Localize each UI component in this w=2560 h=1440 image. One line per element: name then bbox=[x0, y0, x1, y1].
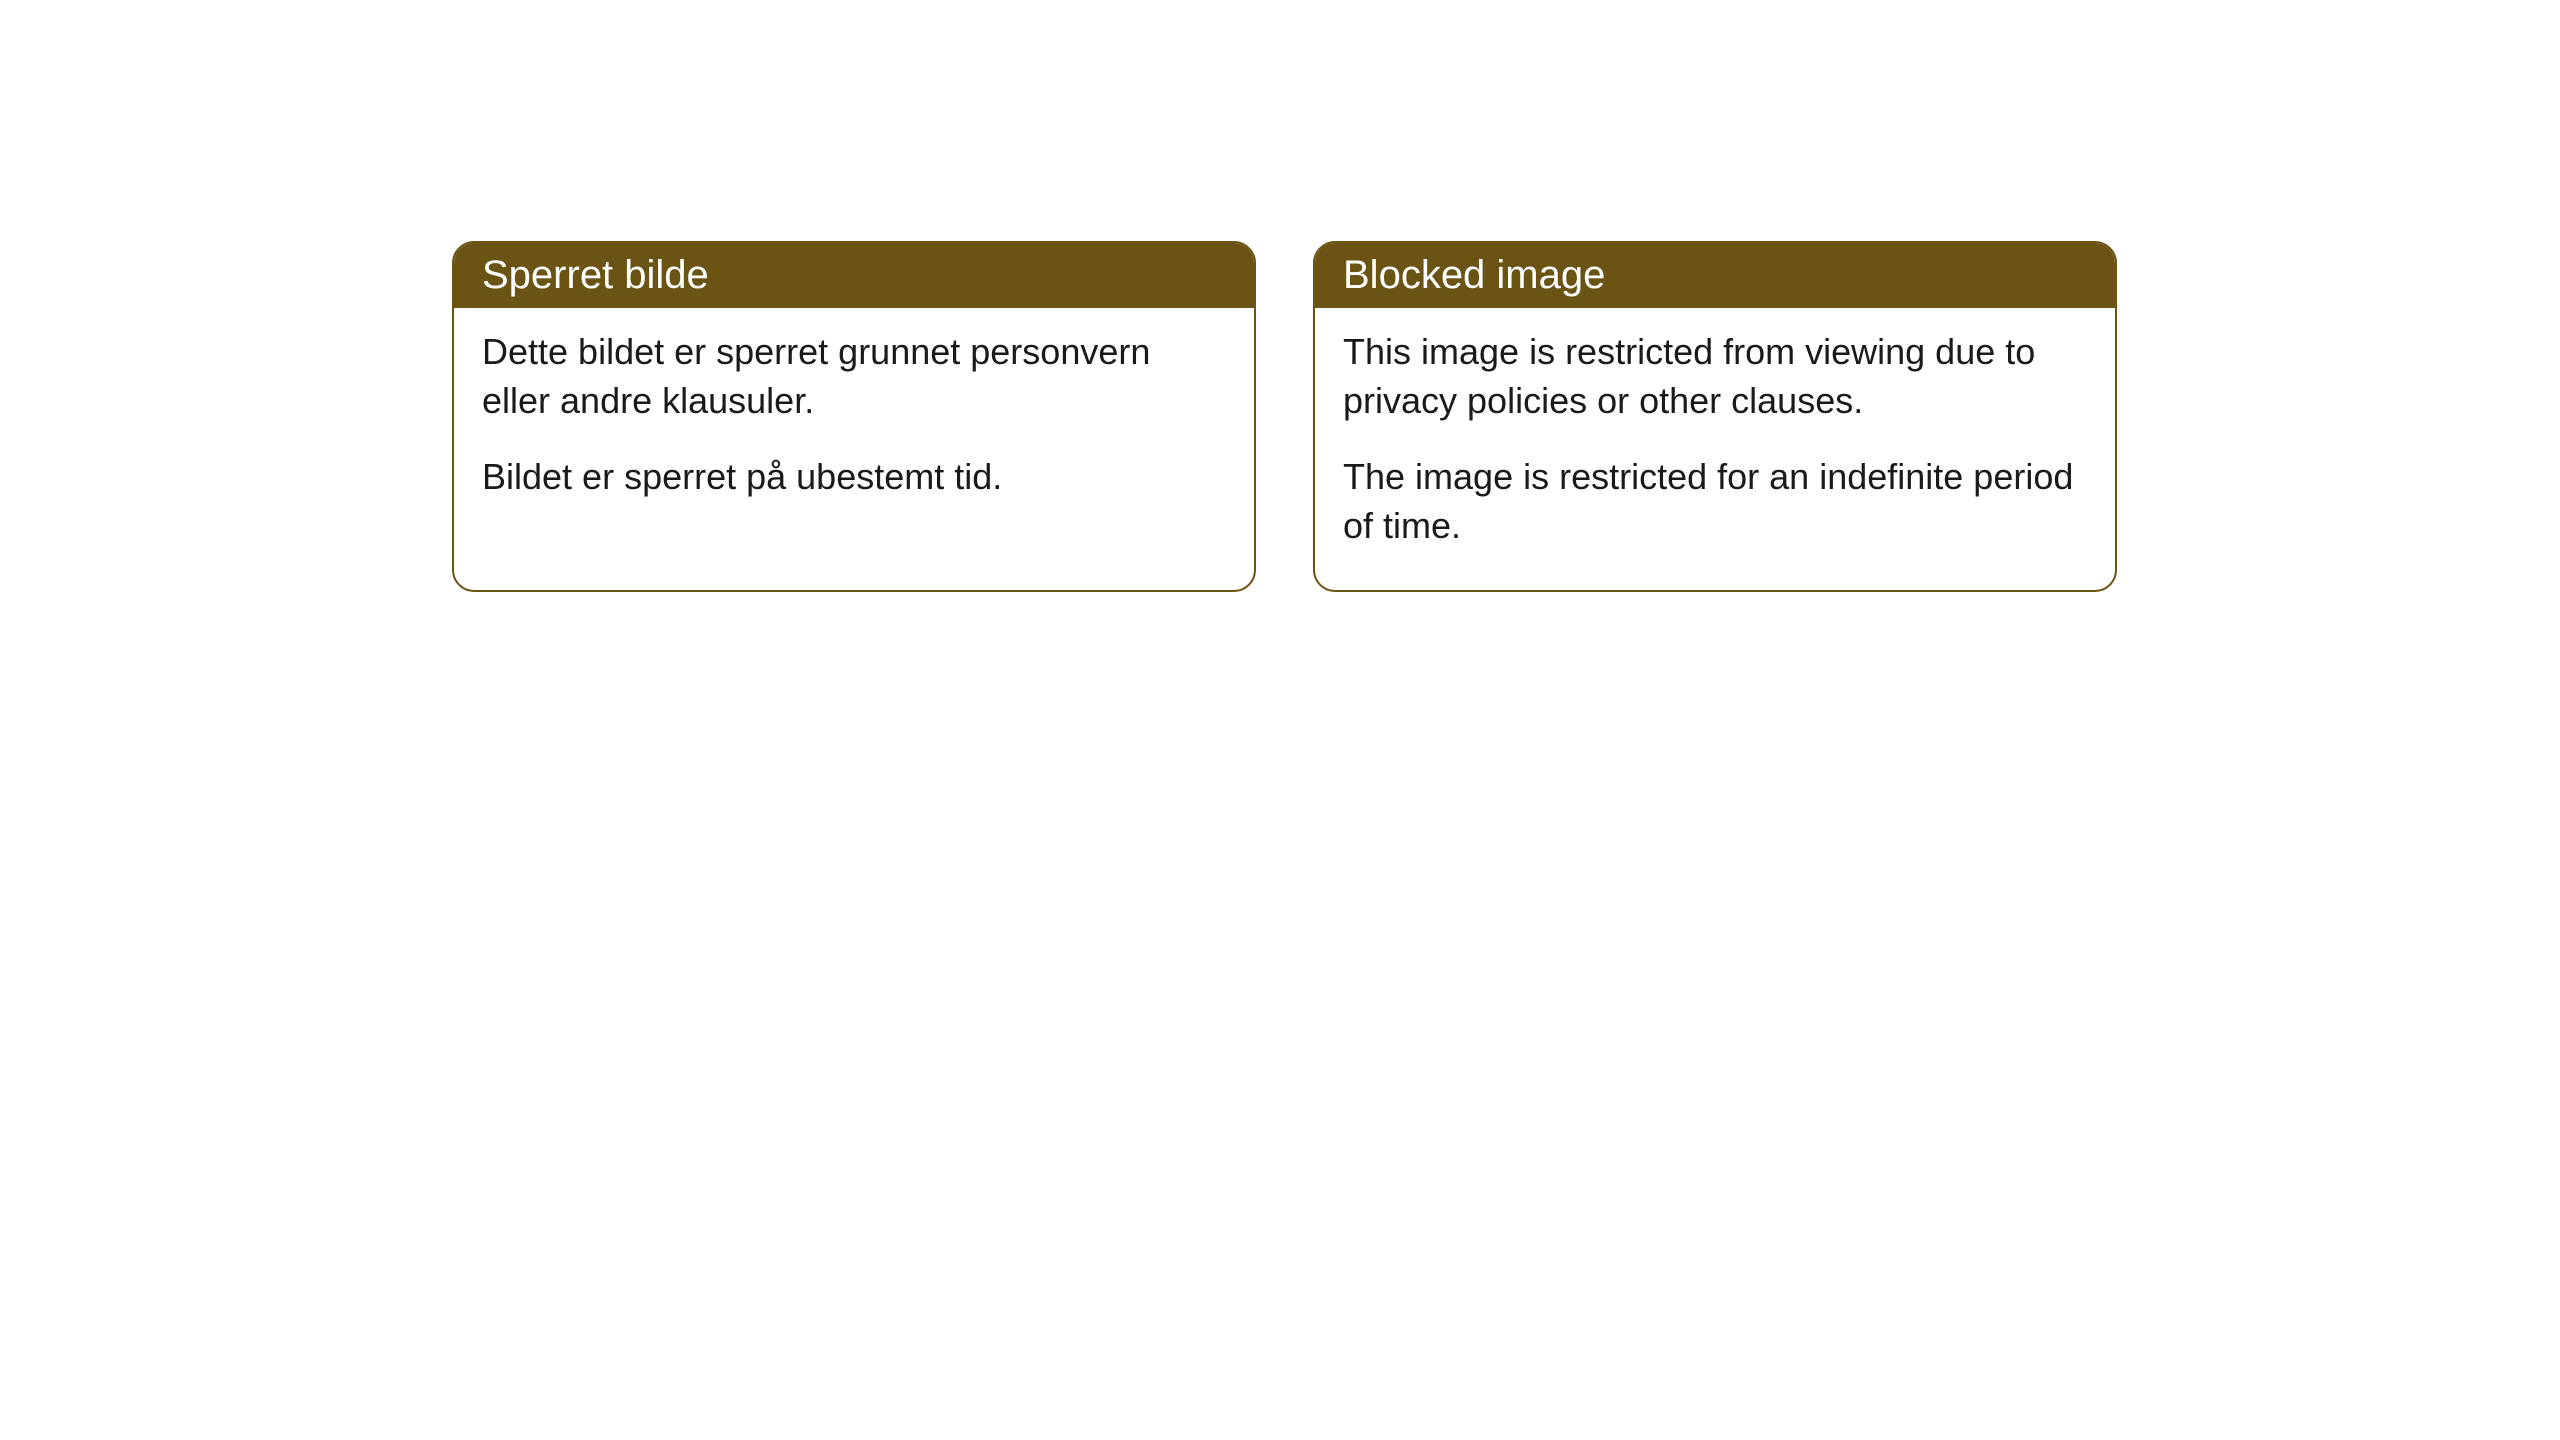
notice-text-2-en: The image is restricted for an indefinit… bbox=[1343, 453, 2087, 550]
notice-cards-container: Sperret bilde Dette bildet er sperret gr… bbox=[452, 241, 2117, 592]
notice-text-1-en: This image is restricted from viewing du… bbox=[1343, 328, 2087, 425]
card-header-en: Blocked image bbox=[1315, 243, 2115, 308]
notice-text-1-no: Dette bildet er sperret grunnet personve… bbox=[482, 328, 1226, 425]
card-body-no: Dette bildet er sperret grunnet personve… bbox=[454, 308, 1254, 542]
card-header-no: Sperret bilde bbox=[454, 243, 1254, 308]
notice-text-2-no: Bildet er sperret på ubestemt tid. bbox=[482, 453, 1226, 502]
card-body-en: This image is restricted from viewing du… bbox=[1315, 308, 2115, 590]
blocked-image-card-en: Blocked image This image is restricted f… bbox=[1313, 241, 2117, 592]
blocked-image-card-no: Sperret bilde Dette bildet er sperret gr… bbox=[452, 241, 1256, 592]
